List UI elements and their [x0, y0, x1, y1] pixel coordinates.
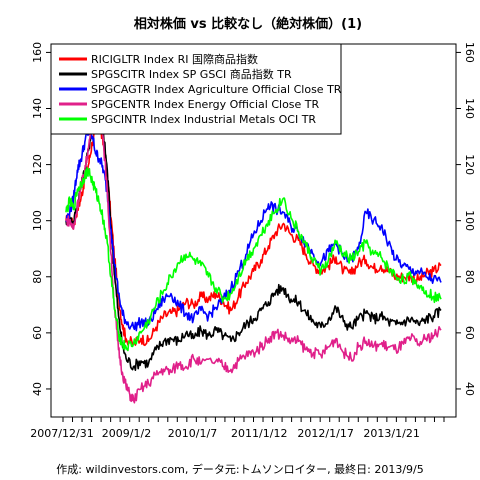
y-tick-label: 80: [31, 270, 44, 284]
series-line-5: [65, 167, 442, 352]
y-tick-label: 60: [31, 326, 44, 340]
y-tick-label: 100: [463, 210, 476, 231]
y-tick-label: 40: [463, 382, 476, 396]
x-tick-label: 2012/1/17: [297, 427, 353, 440]
y-axis-left: 40 60 80 100 120 140 160: [31, 42, 51, 396]
x-tick-label: 2010/1/7: [168, 427, 217, 440]
y-axis-right: 40 60 80 100 120 140 160: [456, 42, 476, 396]
legend-label: SPGCAGTR Index Agriculture Official Clos…: [91, 83, 342, 96]
x-tick-label: 2013/1/21: [363, 427, 419, 440]
x-tick-label: 2011/1/12: [231, 427, 287, 440]
y-tick-label: 60: [463, 326, 476, 340]
y-tick-label: 120: [31, 154, 44, 175]
x-tick-label: 2009/1/2: [102, 427, 151, 440]
y-tick-label: 100: [31, 210, 44, 231]
y-tick-label: 140: [463, 98, 476, 119]
y-tick-label: 140: [31, 98, 44, 119]
y-tick-label: 40: [31, 382, 44, 396]
y-tick-label: 120: [463, 154, 476, 175]
x-tick-label: 2007/12/31: [30, 427, 93, 440]
legend-label: SPGCENTR Index Energy Official Close TR: [91, 98, 320, 111]
y-tick-label: 160: [463, 42, 476, 63]
y-tick-label: 80: [463, 270, 476, 284]
x-axis: 2007/12/31 2009/1/2 2010/1/7 2011/1/12 2012/…: [30, 417, 445, 440]
chart-caption: 作成: wildinvestors.com, データ元:トムソンロイター, 最終…: [56, 462, 423, 476]
chart-title: 相対株価 vs 比較なし（絶対株価）(1): [134, 16, 362, 32]
legend-box: [50, 43, 342, 135]
legend-label: SPGSCITR Index SP GSCI 商品指数 TR: [91, 67, 292, 81]
legend-label: RICIGLTR Index RI 国際商品指数: [91, 52, 258, 66]
y-tick-label: 160: [31, 42, 44, 63]
legend-label: SPGCINTR Index Industrial Metals OCI TR: [91, 113, 316, 126]
